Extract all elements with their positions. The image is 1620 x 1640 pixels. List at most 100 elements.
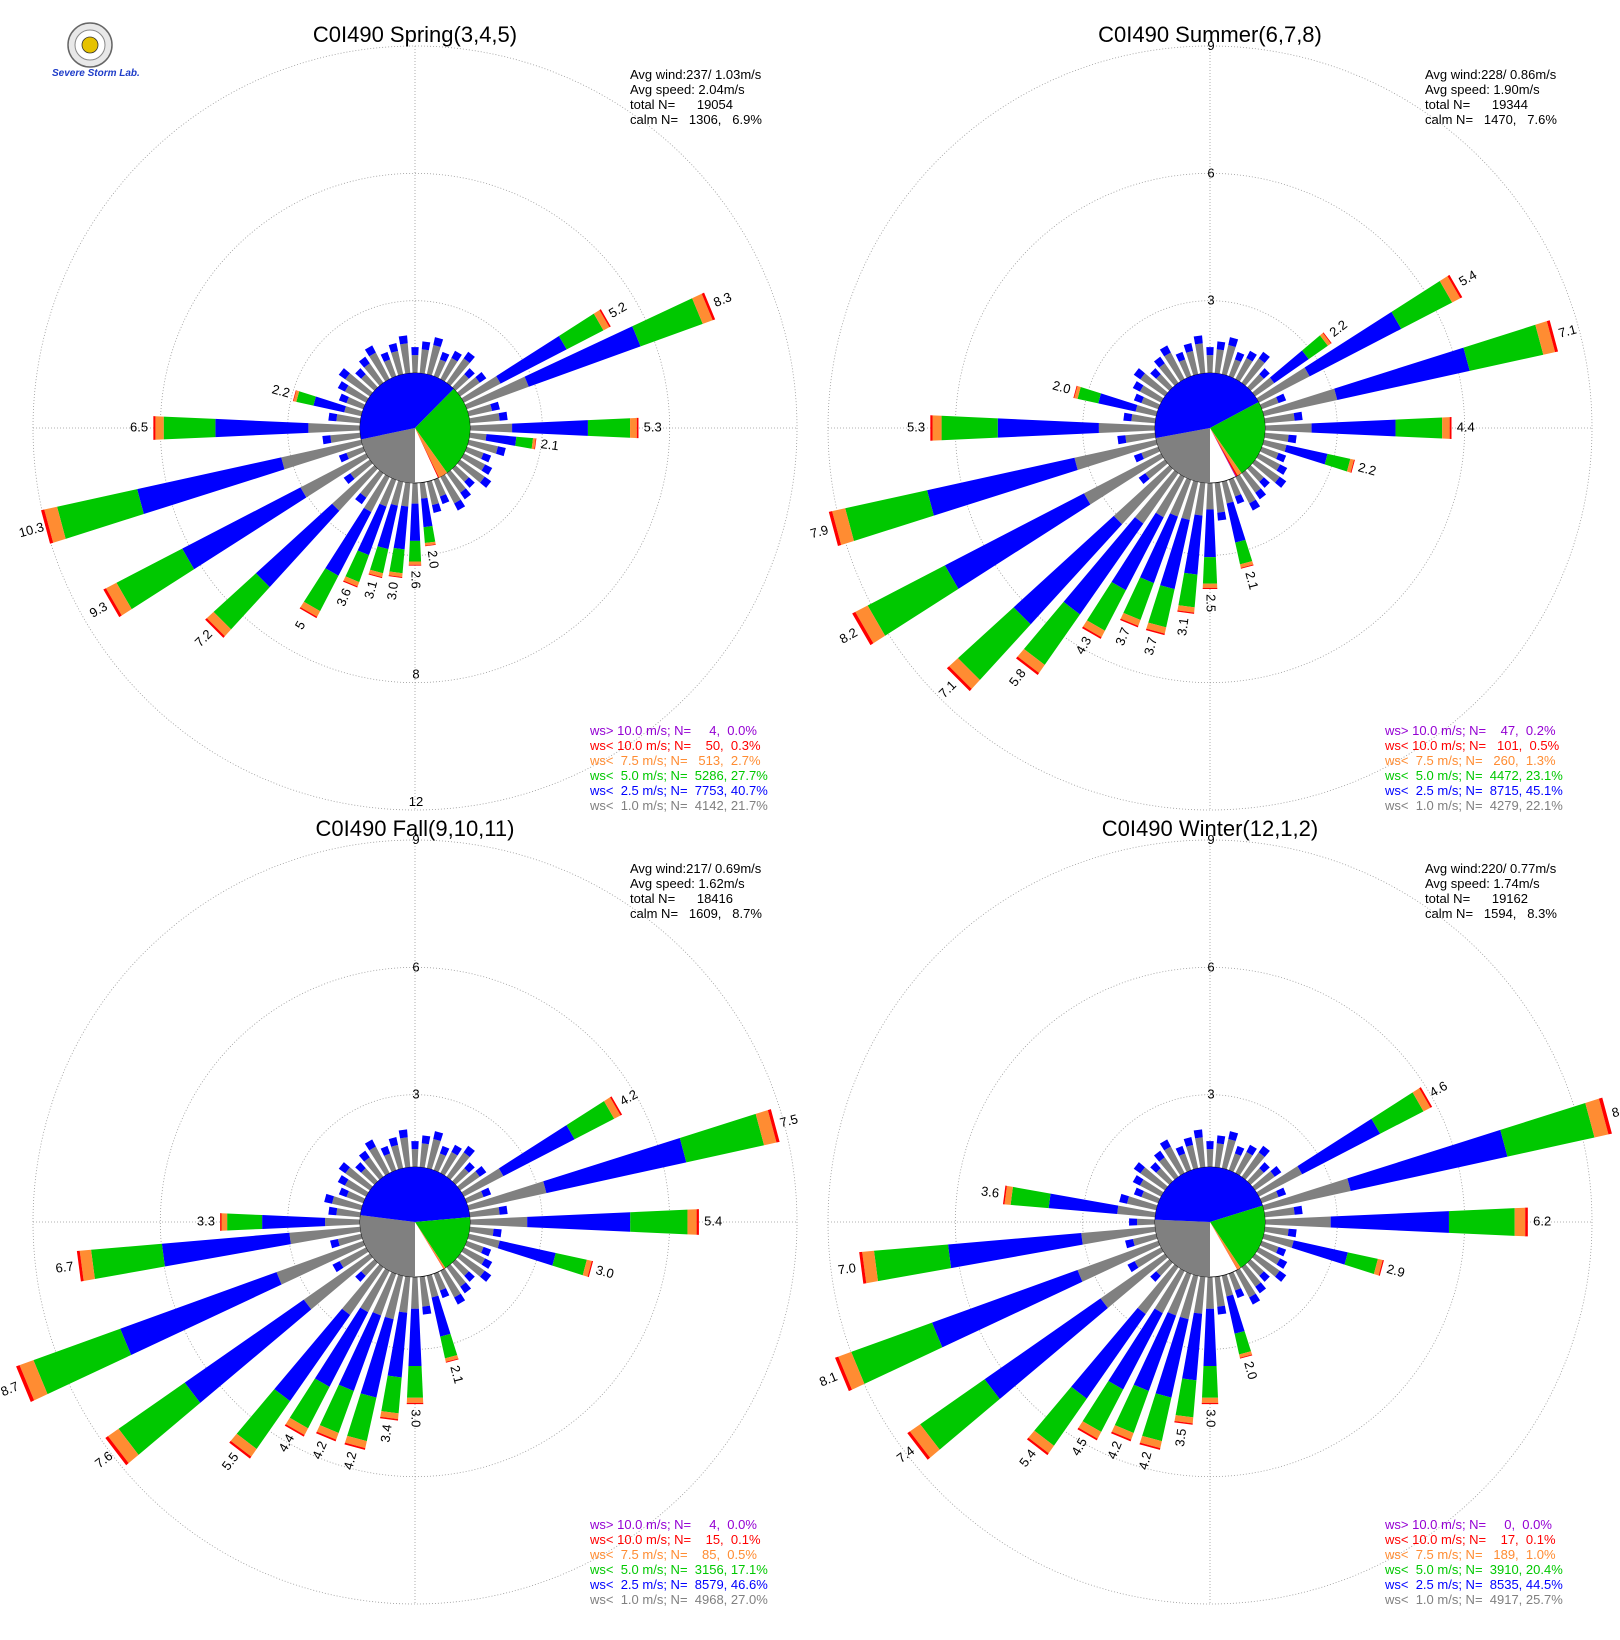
seg-lt10 [907,1431,931,1460]
pie-lt5 [1210,1205,1266,1268]
seg-lt10 [220,1213,222,1231]
legend-entry: ws< 7.5 m/s; N= 513, 2.7% [589,753,761,768]
seg-lt1 [360,1268,390,1313]
minor-petal-tip [464,1162,475,1173]
legend-entry: ws< 10.0 m/s; N= 101, 0.5% [1384,738,1560,753]
minor-petal [426,480,439,506]
seg-lt7_5 [1201,1397,1219,1403]
petal-label: 5.4 [1456,267,1479,289]
seg-lt5 [289,1378,330,1429]
seg-lt10 [946,666,972,692]
petal-label: 4.2 [309,1439,330,1461]
minor-petal [457,1171,480,1191]
seg-lt1 [1194,482,1206,516]
petal-label: 8.4 [1610,1101,1620,1120]
stat-line: Avg wind:217/ 0.69m/s [630,861,762,876]
minor-petal-tip [1132,381,1144,392]
seg-lt7_5 [300,601,321,617]
petal: 3.1 [1174,482,1206,637]
minor-petal-tip [328,1206,338,1216]
seg-lt2_5 [161,1232,291,1267]
pie-lt1 [359,1215,415,1277]
seg-lt10 [859,1251,867,1284]
minor-petal [452,1259,469,1276]
minor-petal-tip [355,1271,366,1282]
minor-petal [1156,374,1173,391]
minor-petal [446,358,470,386]
petal: 9.3 [87,453,369,621]
minor-petal [1228,1153,1241,1173]
minor-petal-tip [1133,393,1144,404]
petal: 8.4 [1262,1097,1620,1211]
minor-petal [1264,413,1295,424]
minor-petal-tip [439,1288,450,1299]
seg-lt5 [408,540,422,562]
seg-lt2_5 [1284,444,1328,465]
seg-lt10 [1201,1402,1219,1405]
minor-petal-tip [463,1145,475,1157]
seg-lt2_5 [409,503,421,541]
petal: 3.4 [377,1276,411,1443]
minor-petal-tip [454,499,466,511]
minor-petal [1139,1179,1164,1197]
minor-petal [461,453,486,471]
seg-lt10 [1240,564,1254,569]
speed-pie [1154,1166,1266,1278]
minor-petal-tip [1123,412,1133,422]
petal: 5.4 [1256,267,1479,403]
minor-petal-tip [1133,1187,1144,1198]
petal-label: 5.4 [1016,1446,1039,1469]
minor-petal [360,470,384,498]
minor-petal [433,477,446,497]
petal-label: 5.4 [704,1213,722,1228]
minor-petal-tip [421,1135,431,1145]
petal: 7.0 [837,1226,1156,1284]
pie-lt5 [1210,402,1265,474]
seg-lt1 [1117,1205,1156,1218]
seg-lt10 [368,573,383,579]
petal-label: 3.3 [197,1213,215,1228]
seg-lt2_5 [360,1316,394,1398]
seg-lt5 [389,547,405,574]
minor-petal [1139,385,1164,403]
seg-lt2_5 [497,1240,556,1266]
seg-lt5 [407,1365,423,1398]
seg-lt7_5 [1373,1258,1383,1276]
minor-petal-tip [1119,1193,1129,1204]
minor-petal [464,1191,484,1204]
petal-label: 5.8 [1006,666,1029,689]
seg-lt10 [41,509,54,544]
minor-petal [344,1179,369,1197]
minor-petal [461,1247,486,1265]
minor-petal [1252,1171,1275,1191]
minor-petal-tip [1133,368,1145,380]
legend-entry: ws< 7.5 m/s; N= 260, 1.3% [1384,753,1556,768]
minor-petal-tip [481,1258,493,1269]
petal: 3.0 [1201,1276,1219,1427]
minor-petal [1259,397,1279,410]
seg-lt5 [1114,1384,1149,1433]
seg-lt5 [1175,1378,1197,1418]
minor-petal [411,355,419,374]
seg-lt1 [1256,1166,1303,1197]
seg-lt5 [587,418,631,438]
minor-petal [452,465,469,482]
minor-petal-tip [1255,488,1267,500]
speed-pie [359,372,471,484]
minor-petal-tip [492,1228,502,1238]
minor-petal-tip [464,477,475,488]
seg-lt5 [1178,572,1198,608]
minor-petals [324,1129,508,1315]
minor-petal [361,1259,378,1276]
petal: 4.2 [340,1274,404,1471]
minor-petal-tip [380,351,391,362]
minor-petal-tip [1259,368,1270,379]
seg-lt5 [1148,585,1175,628]
minor-petal [1247,1168,1264,1185]
seg-lt1 [1135,404,1158,417]
seg-lt7_5 [221,1213,228,1231]
seg-lt2_5 [512,420,588,436]
petals: 5.42.2 7.14.42.22.12.53.13.73.74.35.87.18… [809,267,1579,701]
seg-lt7_5 [424,541,436,546]
